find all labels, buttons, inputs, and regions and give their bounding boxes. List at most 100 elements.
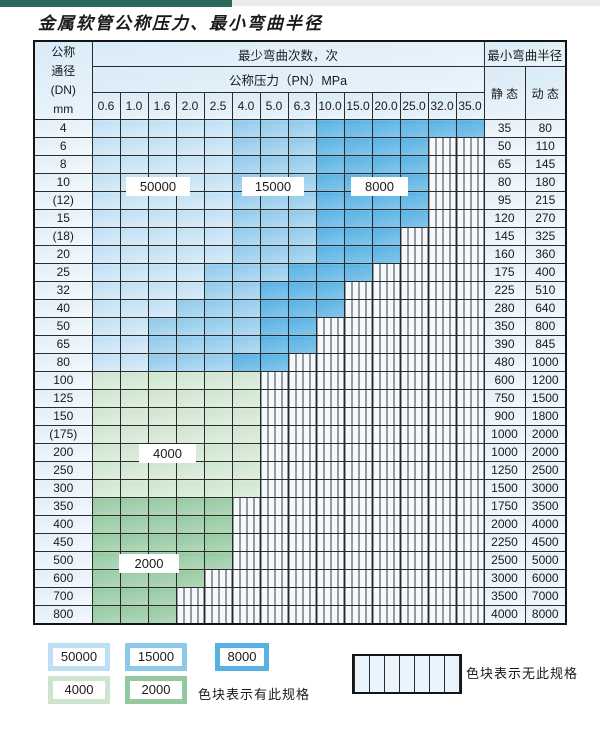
- no-spec-cell: [371, 353, 401, 372]
- no-spec-cell: [427, 551, 457, 570]
- legend: 50000 15000 8000 4000 2000 色块表示有此规格 色块表示无此规格: [0, 643, 600, 743]
- no-spec-cell: [455, 515, 485, 534]
- spec-cell-15000: [231, 227, 261, 246]
- spec-cell-2000: [175, 515, 205, 534]
- spec-cell-50000: [203, 245, 233, 264]
- no-spec-cell: [399, 461, 429, 480]
- table-row: 100 600 1200: [33, 371, 567, 390]
- no-spec-cell: [231, 587, 261, 606]
- dn-cell: 6: [33, 137, 93, 156]
- spec-cell-4000: [203, 407, 233, 426]
- no-spec-cell: [343, 425, 373, 444]
- spec-cell-8000: [343, 227, 373, 246]
- static-radius-cell: 1000: [483, 443, 526, 462]
- spec-cell-50000: [147, 281, 177, 300]
- no-spec-cell: [455, 137, 485, 156]
- no-spec-cell: [343, 533, 373, 552]
- no-spec-cell: [455, 209, 485, 228]
- spec-cell-4000: [175, 407, 205, 426]
- spec-cell-50000: [91, 317, 121, 336]
- no-spec-cell: [427, 335, 457, 354]
- no-spec-cell: [203, 569, 233, 588]
- spec-cell-8000: [343, 119, 373, 138]
- no-spec-cell: [315, 515, 345, 534]
- spec-cell-50000: [175, 209, 205, 228]
- zone-label-50000: 50000: [126, 177, 190, 196]
- spec-cell-4000: [147, 479, 177, 498]
- no-spec-cell: [399, 587, 429, 606]
- spec-cell-50000: [119, 137, 149, 156]
- legend-swatch-label: 4000: [53, 681, 105, 699]
- spec-cell-50000: [175, 155, 205, 174]
- dynamic-radius-cell: 80: [524, 119, 567, 138]
- no-spec-cell: [427, 497, 457, 516]
- spec-cell-8000: [399, 209, 429, 228]
- dn-cell: 800: [33, 605, 93, 625]
- spec-cell-8000: [315, 191, 345, 210]
- no-spec-cell: [259, 461, 289, 480]
- no-spec-cell: [371, 533, 401, 552]
- spec-cell-15000: [203, 299, 233, 318]
- dynamic-radius-cell: 4000: [524, 515, 567, 534]
- spec-cell-50000: [91, 281, 121, 300]
- spec-cell-4000: [231, 461, 261, 480]
- spec-cell-8000: [371, 245, 401, 264]
- spec-cell-4000: [175, 461, 205, 480]
- spec-cell-4000: [91, 479, 121, 498]
- no-spec-cell: [343, 389, 373, 408]
- spec-cell-50000: [119, 317, 149, 336]
- no-spec-cell: [455, 479, 485, 498]
- no-spec-cell: [343, 461, 373, 480]
- no-spec-cell: [287, 569, 317, 588]
- no-spec-cell: [287, 533, 317, 552]
- dn-cell: 600: [33, 569, 93, 588]
- dynamic-radius-cell: 6000: [524, 569, 567, 588]
- spec-cell-4000: [203, 371, 233, 390]
- spec-cell-50000: [147, 227, 177, 246]
- static-column-header: 静 态: [483, 66, 526, 120]
- legend-swatch-4000: 4000: [48, 676, 110, 704]
- spec-cell-50000: [147, 263, 177, 282]
- spec-cell-4000: [175, 425, 205, 444]
- nominal-pressure-header: 公称压力（PN）MPa: [91, 66, 485, 93]
- static-radius-cell: 95: [483, 191, 526, 210]
- dynamic-radius-cell: 1000: [524, 353, 567, 372]
- pressure-tick: 25.0: [399, 92, 429, 120]
- spec-cell-50000: [119, 335, 149, 354]
- static-radius-cell: 1000: [483, 425, 526, 444]
- spec-cell-2000: [147, 605, 177, 625]
- dn-cell: 125: [33, 389, 93, 408]
- no-spec-cell: [427, 227, 457, 246]
- legend-no-spec-swatch: [352, 654, 462, 694]
- spec-cell-4000: [203, 479, 233, 498]
- spec-cell-8000: [343, 137, 373, 156]
- no-spec-cell: [399, 515, 429, 534]
- spec-cell-2000: [91, 533, 121, 552]
- spec-cell-8000: [315, 227, 345, 246]
- no-spec-cell: [427, 281, 457, 300]
- dn-cell: (18): [33, 227, 93, 246]
- no-spec-cell: [371, 569, 401, 588]
- spec-cell-50000: [203, 173, 233, 192]
- no-spec-cell: [371, 479, 401, 498]
- spec-cell-15000: [287, 209, 317, 228]
- no-spec-cell: [371, 371, 401, 390]
- no-spec-cell: [287, 353, 317, 372]
- spec-cell-8000: [399, 119, 429, 138]
- spec-cell-15000: [287, 155, 317, 174]
- no-spec-cell: [399, 317, 429, 336]
- no-spec-cell: [371, 335, 401, 354]
- spec-cell-4000: [203, 461, 233, 480]
- no-spec-cell: [231, 533, 261, 552]
- no-spec-cell: [343, 587, 373, 606]
- no-spec-cell: [427, 389, 457, 408]
- spec-cell-4000: [147, 407, 177, 426]
- dn-cell: 700: [33, 587, 93, 606]
- spec-cell-50000: [147, 137, 177, 156]
- spec-cell-4000: [91, 371, 121, 390]
- spec-cell-15000: [203, 335, 233, 354]
- no-spec-cell: [287, 587, 317, 606]
- spec-cell-2000: [91, 497, 121, 516]
- no-spec-cell: [399, 479, 429, 498]
- spec-cell-2000: [91, 551, 121, 570]
